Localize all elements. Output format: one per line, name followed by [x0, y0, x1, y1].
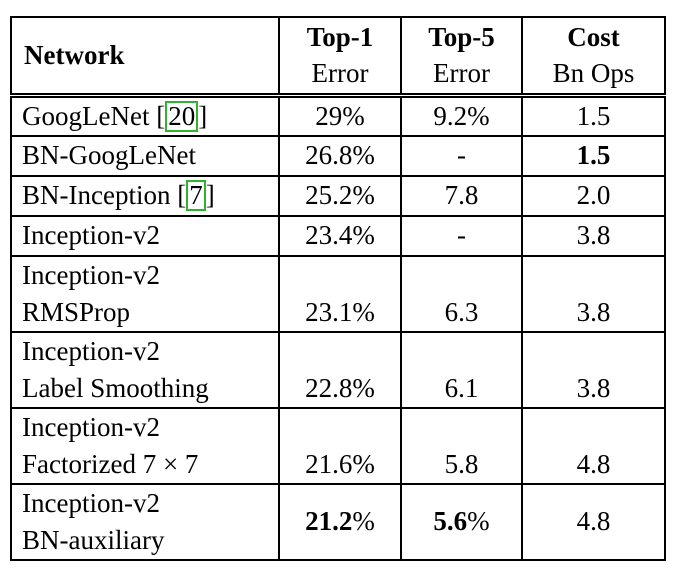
- cost-value-cell: 3.8: [521, 214, 666, 257]
- top5-value-cell: -: [400, 134, 523, 177]
- top5-value-cell: 6.3: [400, 254, 523, 333]
- top5-value-cell: 5.6%: [400, 482, 523, 561]
- header-cost: Cost Bn Ops: [521, 16, 666, 98]
- network-line: Inception-v2: [22, 335, 160, 366]
- table-row: Inception-v2 Factorized 7 × 7 21.6% 5.8 4.8: [10, 406, 666, 485]
- network-line: Inception-v2: [22, 220, 160, 250]
- cost-value: 1.5: [576, 140, 611, 170]
- network-line: Label Smoothing: [22, 372, 209, 403]
- table-row: Inception-v2 23.4% -3.8: [10, 214, 666, 257]
- top1-value-cell: 23.4%: [278, 214, 402, 257]
- cost-value-cell: 4.8: [521, 482, 666, 561]
- header-cost-sublabel: Bn Ops: [552, 58, 635, 89]
- network-cell: Inception-v2 Label Smoothing: [10, 330, 280, 409]
- table-row: BN-GoogLeNet 26.8% - 1.5: [10, 134, 666, 177]
- top1-value-cell: 21.6%: [278, 406, 402, 485]
- header-top1-sublabel: Error: [311, 58, 369, 89]
- top5-value-cell: 7.8: [400, 174, 523, 217]
- header-top1: Top-1 Error: [278, 16, 402, 98]
- header-network: Network: [10, 16, 280, 98]
- top5-value: 5.6: [433, 506, 468, 536]
- network-line: BN-Inception [7]: [22, 180, 215, 211]
- cost-value-cell: 1.5: [521, 94, 666, 137]
- network-cell: Inception-v2 RMSProp: [10, 254, 280, 333]
- header-top5: Top-5 Error: [400, 16, 523, 98]
- table-row: Inception-v2 BN-auxiliary 21.2% 5.6% 4.8: [10, 482, 666, 561]
- network-line: BN-GoogLeNet: [22, 140, 196, 170]
- header-cost-label: Cost: [567, 22, 620, 53]
- table-row: BN-Inception [7] 25.2% 7.8 2.0: [10, 174, 666, 217]
- table-row: Inception-v2 RMSProp 23.1% 6.3 3.8: [10, 254, 666, 333]
- network-cell: Inception-v2 BN-auxiliary: [10, 482, 280, 561]
- citation-link[interactable]: 7: [186, 180, 206, 211]
- top1-value-cell: 23.1%: [278, 254, 402, 333]
- cost-value-cell: 1.5: [521, 134, 666, 177]
- table-row: Inception-v2 Label Smoothing 22.8% 6.1 3.8: [10, 330, 666, 409]
- network-line: Factorized 7 × 7: [22, 448, 199, 479]
- table-row: GoogLeNet [20] 29% 9.2% 1.5: [10, 94, 666, 137]
- top5-value-cell: -: [400, 214, 523, 257]
- network-line: GoogLeNet [20]: [22, 100, 208, 132]
- cost-value-cell: 3.8: [521, 330, 666, 409]
- results-table-container: Network Top-1 Error Top-5 Error Cost Bn …: [10, 16, 666, 561]
- network-line: RMSProp: [22, 296, 131, 327]
- network-cell: GoogLeNet [20]: [10, 94, 280, 137]
- network-cell: BN-Inception [7]: [10, 174, 280, 217]
- header-top5-sublabel: Error: [433, 58, 490, 89]
- network-cell: Inception-v2 Factorized 7 × 7: [10, 406, 280, 485]
- top1-value-cell: 21.2%: [278, 482, 402, 561]
- top5-value-cell: 5.8: [400, 406, 523, 485]
- header-row: Network Top-1 Error Top-5 Error Cost Bn …: [10, 16, 666, 98]
- network-line: Inception-v2: [22, 259, 160, 290]
- top1-value: 21.2: [305, 506, 353, 536]
- citation-link[interactable]: 20: [165, 100, 199, 132]
- network-line: Inception-v2: [22, 411, 160, 442]
- header-top5-label: Top-5: [428, 22, 495, 53]
- network-line: Inception-v2: [22, 487, 160, 518]
- network-cell: Inception-v2: [10, 214, 280, 257]
- top1-value-cell: 29%: [278, 94, 402, 137]
- header-top1-label: Top-1: [306, 22, 374, 53]
- cost-value-cell: 2.0: [521, 174, 666, 217]
- top5-value-cell: 9.2%: [400, 94, 523, 137]
- cost-value-cell: 4.8: [521, 406, 666, 485]
- network-cell: BN-GoogLeNet: [10, 134, 280, 177]
- header-network-label: Network: [24, 39, 125, 70]
- results-table-body: GoogLeNet [20] 29% 9.2% 1.5 BN-GoogLeNet 26.8…: [10, 94, 666, 561]
- cost-value-cell: 3.8: [521, 254, 666, 333]
- network-line: BN-auxiliary: [22, 524, 165, 555]
- top1-value-cell: 25.2%: [278, 174, 402, 217]
- top1-value-cell: 22.8%: [278, 330, 402, 409]
- results-table: Network Top-1 Error Top-5 Error Cost Bn …: [10, 16, 666, 561]
- top5-value-cell: 6.1: [400, 330, 523, 409]
- top1-value-cell: 26.8%: [278, 134, 402, 177]
